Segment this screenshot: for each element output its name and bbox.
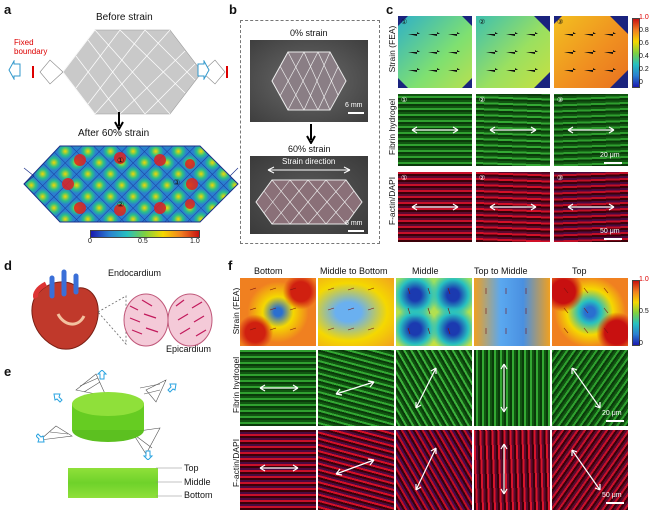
after-strain-title: After 60% strain — [78, 128, 150, 139]
panel-label-a: a — [4, 2, 12, 17]
c-actin-marker-2: ② — [479, 175, 486, 182]
a-colorbar-tick-0: 0 — [88, 238, 92, 245]
f-col-header-middle-to-bottom: Middle to Bottom — [320, 266, 388, 276]
endocardium-label: Endocardium — [108, 268, 162, 278]
c-fibrin-marker-2: ② — [479, 97, 486, 104]
f-cb-tick-1: 1.0 — [639, 276, 649, 283]
panel-b-frame — [240, 20, 380, 244]
epicardium-label: Epicardium — [166, 344, 212, 354]
c-strain-tile-2 — [476, 16, 550, 88]
panel-label-d: d — [4, 258, 12, 273]
c-cb-tick-3: 0.4 — [639, 53, 649, 60]
c-fibrin-marker-1: ① — [401, 97, 408, 104]
f-cb-tick-05: 0.5 — [639, 308, 649, 315]
after-strain-heatmap — [23, 145, 239, 223]
f-fibrin-tile-top-to-middle — [474, 350, 550, 426]
b-top-title: 0% strain — [290, 28, 328, 38]
hydrogel-cross-section — [68, 468, 158, 498]
c-fibrin-marker-3: ③ — [557, 97, 564, 104]
b-scalebar-bottom-label: 6 mm — [345, 220, 363, 227]
layer-bottom-label: Bottom — [184, 490, 213, 500]
c-actin-scalebar — [604, 238, 622, 240]
panel-label-f: f — [228, 258, 233, 273]
b-photo-60-percent — [250, 156, 368, 234]
c-strain-marker-1: ① — [401, 19, 408, 26]
c-actin-arrows — [411, 203, 615, 211]
c-fibrin-arrows — [411, 126, 615, 134]
f-fibrin-tile-middle — [396, 350, 472, 426]
f-fibrin-arrows — [259, 363, 601, 413]
f-actin-tile-top-to-middle — [474, 430, 550, 510]
f-strain-tile-top — [552, 278, 628, 346]
c-cb-tick-0: 1.0 — [639, 14, 649, 21]
f-fibrin-scalebar — [606, 420, 624, 422]
c-actin-marker-1: ① — [401, 175, 408, 182]
c-cb-tick-5: 0 — [639, 79, 643, 86]
b-strain-direction-label: Strain direction — [282, 157, 336, 166]
a-marker-3: ③ — [173, 178, 181, 187]
f-strain-vector-overlay — [249, 287, 609, 335]
c-row-label-fibrin: Fibrin hydrogel — [387, 98, 397, 156]
f-colorbar — [632, 280, 640, 346]
panel-label-e: e — [4, 364, 12, 379]
c-row-label-actin: F-actin/DAPI — [387, 176, 397, 226]
c-strain-tile-3 — [554, 16, 628, 88]
a-colorbar-tick-1: 1.0 — [190, 238, 200, 245]
a-marker-1: ① — [117, 156, 125, 165]
a-colorbar-tick-05: 0.5 — [138, 238, 148, 245]
b-scalebar-top-label: 6 mm — [345, 102, 363, 109]
c-actin-scalebar-label: 50 μm — [600, 228, 620, 235]
f-actin-scalebar — [606, 502, 624, 504]
b-bottom-title: 60% strain — [288, 144, 331, 154]
before-strain-title: Before strain — [96, 12, 153, 23]
f-actin-scalebar-label: 50 μm — [602, 492, 622, 499]
c-cb-tick-2: 0.6 — [639, 40, 649, 47]
f-col-header-top-to-middle: Top to Middle — [474, 266, 528, 276]
c-colorbar — [632, 18, 640, 88]
c-cb-tick-1: 0.8 — [639, 27, 649, 34]
c-cb-tick-4: 0.2 — [639, 66, 649, 73]
f-col-header-middle: Middle — [412, 266, 439, 276]
f-actin-tile-top — [552, 430, 628, 510]
c-strain-marker-3: ③ — [557, 19, 564, 26]
right-pull-arrow-icon — [197, 60, 210, 80]
c-strain-marker-2: ② — [479, 19, 486, 26]
f-fibrin-tile-top — [552, 350, 628, 426]
b-down-arrow-icon — [306, 124, 316, 144]
f-actin-arrows — [259, 443, 601, 495]
c-row-label-strain: Strain (FEA) — [387, 25, 397, 73]
f-actin-tile-middle-to-bottom — [318, 430, 394, 510]
f-col-header-top: Top — [572, 266, 587, 276]
before-strain-mesh — [32, 29, 228, 115]
layer-leader-lines — [156, 467, 182, 497]
a-colorbar — [90, 230, 200, 238]
c-fibrin-scalebar-label: 20 μm — [600, 152, 620, 159]
hydrogel-cylinder-illustration — [36, 370, 177, 460]
b-photo-0-percent — [250, 40, 368, 122]
layer-middle-label: Middle — [184, 477, 211, 487]
f-fibrin-scalebar-label: 20 μm — [602, 410, 622, 417]
a-marker-2: ② — [117, 200, 125, 209]
f-col-header-bottom: Bottom — [254, 266, 283, 276]
c-actin-marker-3: ③ — [557, 175, 564, 182]
panel-label-c: c — [386, 2, 394, 17]
c-fibrin-scalebar — [604, 162, 622, 164]
b-scalebar-bottom — [348, 230, 364, 232]
f-cb-tick-0: 0 — [639, 340, 643, 347]
fixed-boundary-label: Fixed boundary — [14, 38, 48, 56]
f-strain-tile-top-to-middle — [474, 278, 550, 346]
left-pull-arrow-icon — [8, 60, 21, 80]
f-actin-tile-middle — [396, 430, 472, 510]
down-arrow-icon — [114, 112, 124, 130]
b-scalebar-top — [348, 112, 364, 114]
panel-label-b: b — [229, 2, 237, 17]
layer-top-label: Top — [184, 463, 199, 473]
heart-illustration — [31, 269, 213, 350]
f-actin-tile-bottom — [240, 430, 316, 510]
c-strain-tile-1 — [398, 16, 472, 88]
